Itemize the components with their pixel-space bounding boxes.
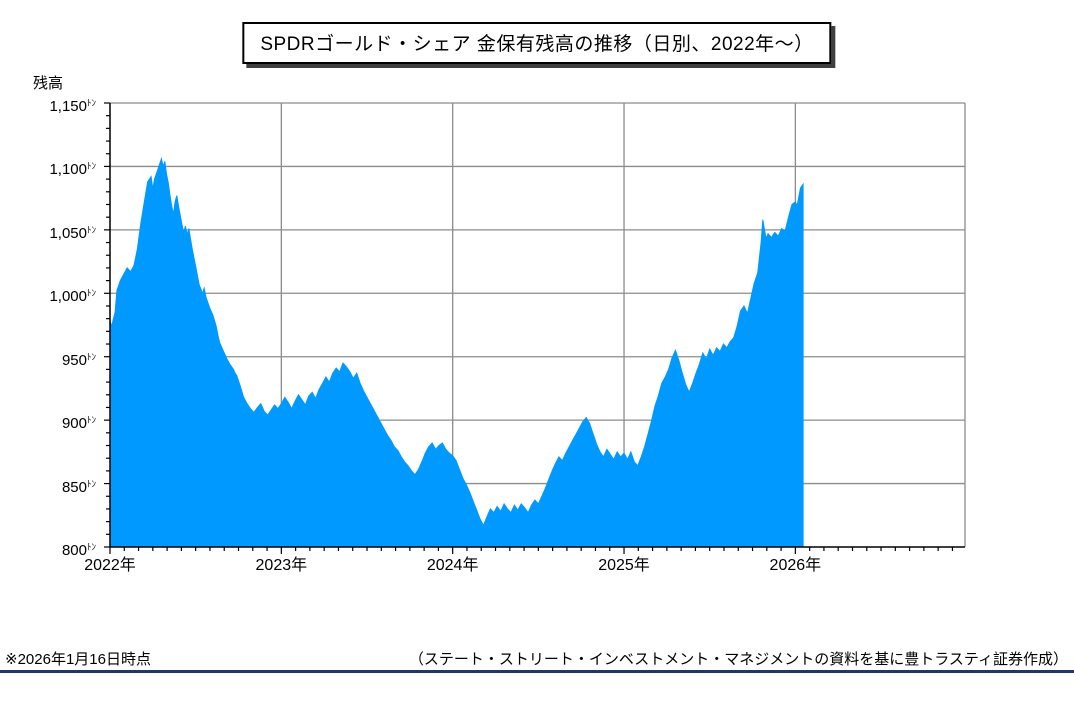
y-tick-label-950: 950ﾄﾝ	[61, 351, 96, 369]
y-tick-label-1050: 1,050ﾄﾝ	[49, 224, 96, 242]
y-tick-unit: ﾄﾝ	[86, 478, 96, 489]
y-tick-label-850: 850ﾄﾝ	[61, 478, 96, 496]
y-tick-unit: ﾄﾝ	[86, 288, 96, 299]
as-of-date-note: ※2026年1月16日時点	[5, 651, 151, 668]
y-tick-label-1150: 1,150ﾄﾝ	[49, 98, 96, 115]
y-tick-label-800: 800ﾄﾝ	[61, 542, 96, 559]
footer-divider-line	[0, 670, 1074, 673]
chart-title-box: SPDRゴールド・シェア 金保有残高の推移（日別、2022年～）	[242, 22, 832, 64]
y-tick-unit: ﾄﾝ	[86, 415, 96, 426]
y-tick-unit: ﾄﾝ	[86, 161, 96, 172]
y-tick-label-1000: 1,000ﾄﾝ	[49, 288, 96, 306]
x-tick-label-2026: 2026年	[769, 557, 822, 574]
chart-title: SPDRゴールド・シェア 金保有残高の推移（日別、2022年～）	[260, 34, 814, 55]
y-tick-unit: ﾄﾝ	[86, 542, 96, 552]
holdings-area-series	[109, 156, 804, 548]
x-tick-label-2024: 2024年	[426, 557, 479, 574]
y-tick-unit: ﾄﾝ	[86, 98, 96, 108]
y-tick-label-900: 900ﾄﾝ	[61, 415, 96, 433]
source-note: （ステート・ストリート・インベストメント・マネジメントの資料を基に豊トラスティ証…	[408, 651, 1068, 668]
y-tick-unit: ﾄﾝ	[86, 351, 96, 362]
y-axis-title: 残高	[33, 75, 64, 92]
y-tick-unit: ﾄﾝ	[86, 224, 96, 235]
x-tick-label-2022: 2022年	[84, 557, 136, 574]
y-tick-label-1100: 1,100ﾄﾝ	[49, 161, 96, 179]
x-tick-label-2023: 2023年	[255, 557, 308, 574]
x-tick-label-2025: 2025年	[598, 557, 650, 574]
